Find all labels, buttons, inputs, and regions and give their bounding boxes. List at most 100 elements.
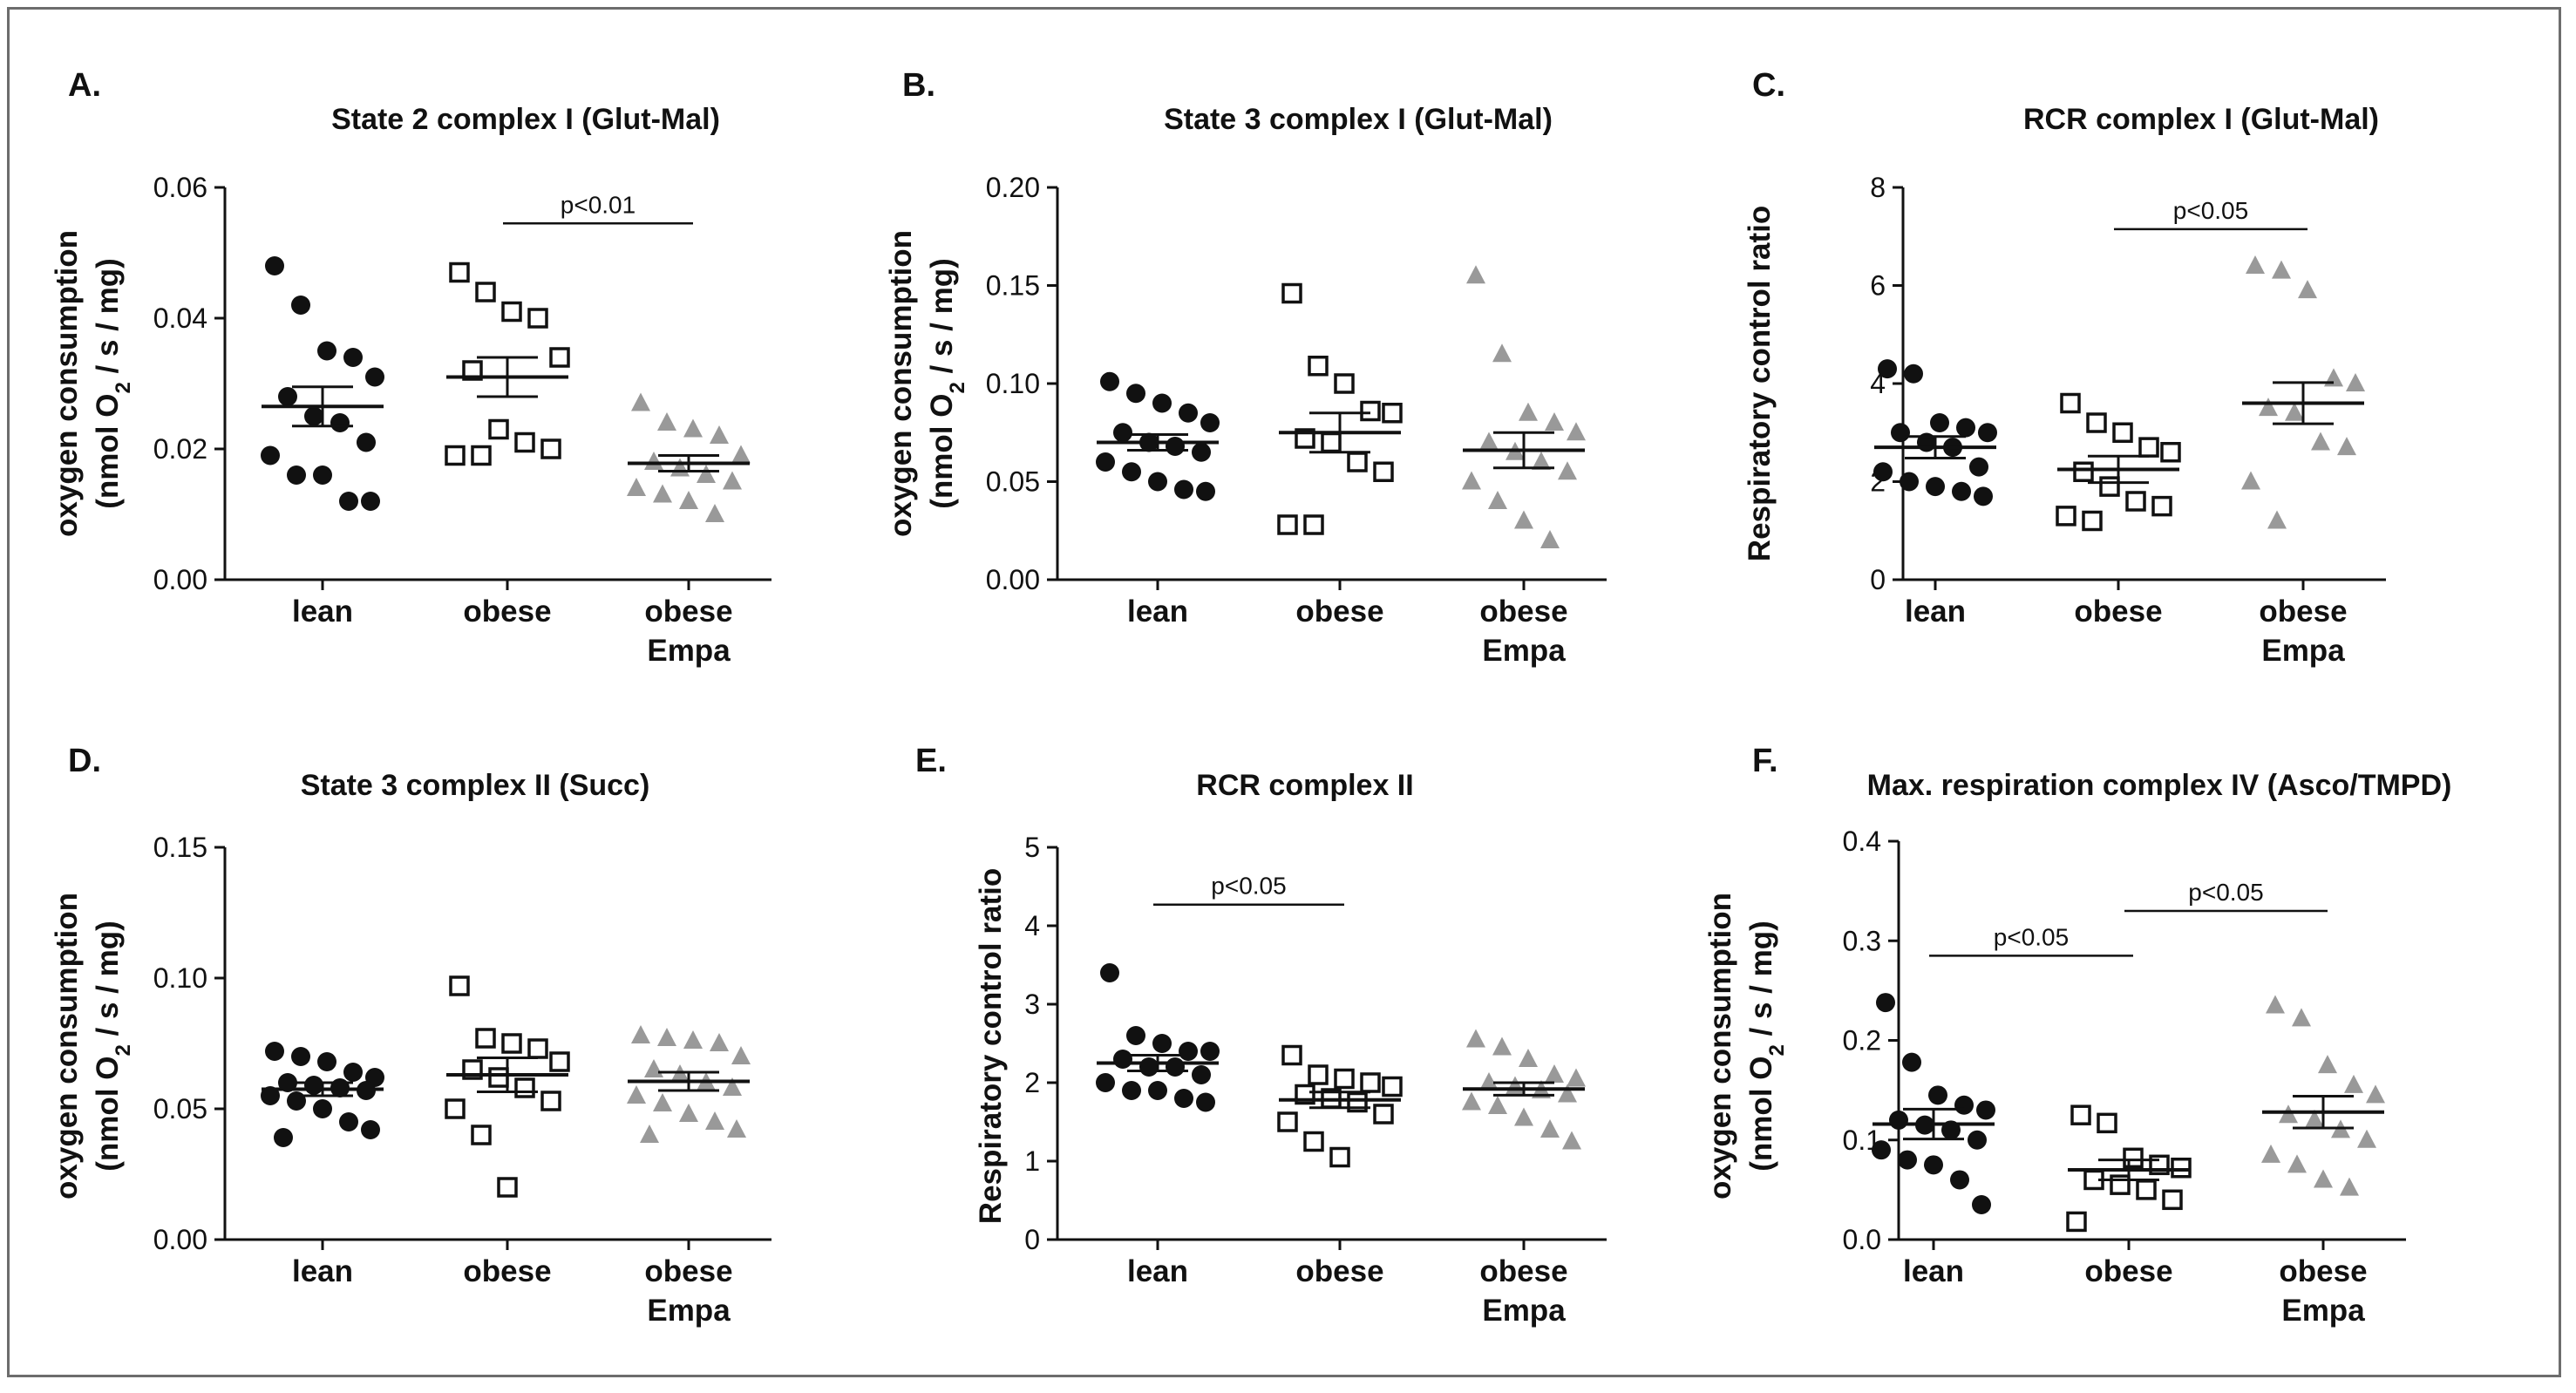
data-point [1898, 1150, 1917, 1170]
data-point [1876, 993, 1895, 1013]
data-point [1321, 431, 1342, 453]
data-point [723, 1077, 742, 1096]
data-point [679, 1104, 698, 1122]
data-point [657, 1028, 676, 1046]
data-point [2285, 402, 2304, 421]
series-lean [1872, 993, 1995, 1215]
y-axis-units-part: (nmol O [91, 394, 125, 509]
data-point [631, 1025, 650, 1043]
data-point [1950, 1170, 1969, 1190]
data-point [1334, 1068, 1355, 1090]
y-tick-label: 0.10 [986, 368, 1040, 399]
data-point [2099, 476, 2120, 497]
data-point [2366, 1084, 2385, 1104]
data-point [1277, 514, 1298, 535]
y-tick-label: 0.06 [153, 172, 207, 203]
series-obese-empa [627, 392, 751, 522]
data-point [1096, 1073, 1115, 1092]
data-point [1545, 412, 1564, 431]
x-category-label: obese [1479, 595, 1567, 629]
series-obese [445, 262, 570, 466]
data-point [653, 484, 672, 503]
y-tick-label: 5 [1024, 832, 1040, 863]
x-category-label: obese [644, 1254, 732, 1288]
data-point [1192, 1065, 1211, 1084]
y-axis-units-label: (nmol O2 / s / mg) [91, 921, 135, 1172]
data-point [1505, 1076, 1525, 1095]
data-point [2357, 1129, 2376, 1148]
panel-a: A. State 2 complex I (Glut-Mal) 0.00 0.02 0.… [50, 67, 771, 668]
data-point [1492, 1036, 1512, 1056]
data-point [304, 1076, 323, 1095]
series-obese-empa [2241, 255, 2365, 529]
data-point [2346, 373, 2365, 391]
data-point [261, 445, 280, 465]
series-lean [1873, 359, 1997, 506]
data-point [1382, 403, 1403, 424]
y-tick-label: 0.00 [153, 564, 207, 595]
data-point [1462, 471, 1481, 490]
y-axis-units-part: (nmol O [925, 394, 959, 509]
x-category-label: lean [292, 595, 353, 629]
data-point [1122, 1081, 1141, 1100]
series-obese [2056, 392, 2181, 532]
y-tick-label: 0.15 [153, 832, 207, 863]
data-point [2340, 1177, 2359, 1196]
panel-letter: B. [902, 67, 935, 104]
data-point [445, 445, 466, 466]
y-tick-label: 0.20 [986, 172, 1040, 203]
data-point [1139, 1057, 1159, 1077]
significance-label: p<0.05 [1211, 873, 1286, 900]
data-point [705, 504, 724, 522]
x-category-label: obese [463, 595, 551, 629]
data-point [2151, 495, 2172, 517]
panel-title: RCR complex II [1196, 769, 1413, 802]
data-point [1567, 1068, 1586, 1087]
y-axis-units-part: / s / mg) [1744, 921, 1778, 1044]
data-point [2241, 471, 2260, 490]
data-point [339, 1112, 358, 1131]
data-point [2060, 392, 2081, 414]
y-tick-label: 0.00 [986, 564, 1040, 595]
y-tick-label: 6 [1870, 270, 1886, 302]
data-point [1196, 1092, 1215, 1112]
data-point [2086, 412, 2107, 433]
data-point [1514, 1107, 1533, 1126]
data-point [540, 1091, 561, 1111]
data-point [1152, 393, 1172, 413]
y-axis-units-subscript: 2 [946, 382, 969, 393]
y-axis-units-part: (nmol O [91, 1057, 125, 1172]
data-point [1122, 462, 1141, 482]
data-point [1308, 1064, 1329, 1085]
series-obese [1277, 1044, 1403, 1168]
data-point [2314, 1169, 2333, 1188]
panel-title: RCR complex I (Glut-Mal) [2023, 103, 2379, 136]
data-point [265, 256, 284, 275]
data-point [1148, 1081, 1167, 1100]
data-point [1514, 510, 1533, 529]
y-tick-label: 4 [1024, 910, 1040, 941]
significance-label: p<0.05 [2173, 197, 2248, 224]
data-point [1532, 452, 1551, 470]
data-point [2292, 1008, 2311, 1027]
data-point [1558, 1084, 1577, 1103]
data-point [1126, 1026, 1145, 1045]
data-point [1096, 452, 1115, 472]
data-point [683, 1030, 703, 1049]
data-point [2272, 260, 2291, 279]
data-point [697, 465, 716, 483]
data-point [727, 1119, 746, 1138]
data-point [1900, 472, 1919, 492]
data-point [1978, 423, 1997, 443]
data-point [1952, 481, 1971, 501]
data-point [339, 492, 358, 511]
panel-letter: E. [915, 743, 947, 779]
data-point [549, 347, 570, 368]
y-axis-label: oxygen consumption [50, 893, 84, 1199]
x-category-label: obese [1479, 1254, 1567, 1288]
y-axis-units-label: (nmol O2 / s / mg) [925, 258, 969, 509]
y-tick-label: 2 [1024, 1067, 1040, 1098]
data-point [1928, 1085, 1947, 1105]
data-point [1969, 457, 1988, 477]
